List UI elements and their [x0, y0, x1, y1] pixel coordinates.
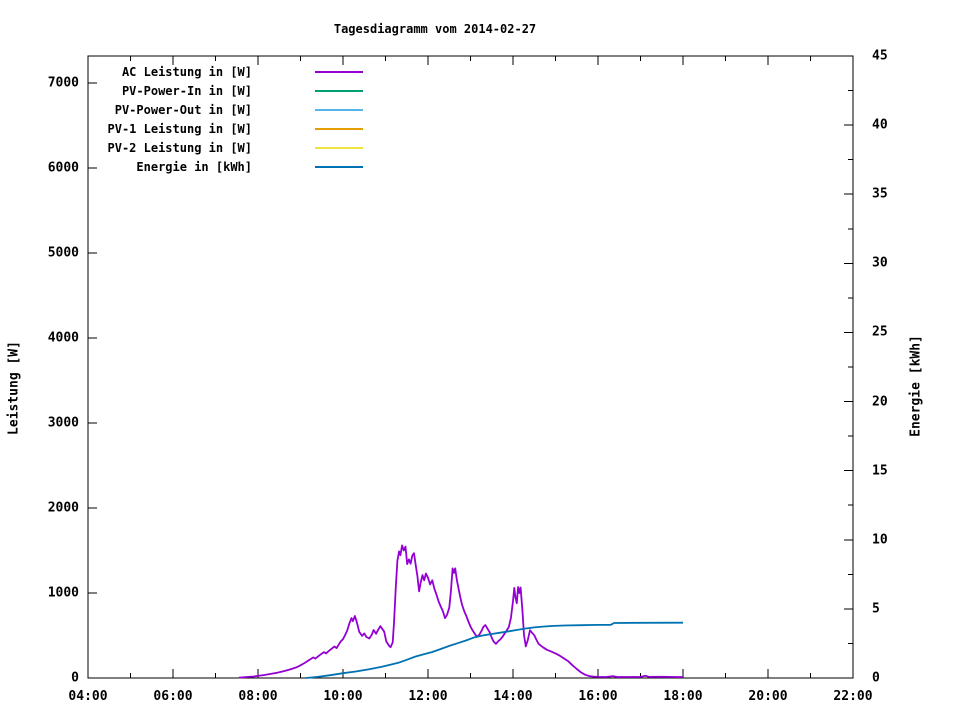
series-line — [305, 621, 684, 679]
legend-item-ac-leistung: AC Leistung in [W] — [85, 62, 363, 81]
legend-item-pv-1-leistung: PV-1 Leistung in [W] — [85, 119, 363, 138]
legend-color-line — [315, 89, 363, 92]
legend-label: AC Leistung in [W] — [121, 64, 252, 79]
legend-label: Energie in [kWh] — [136, 159, 252, 174]
legend-color-line — [315, 165, 363, 168]
series-line — [238, 544, 683, 679]
legend-color-line — [315, 108, 363, 111]
y-right-axis-title: Energie [kWh] — [908, 335, 924, 437]
legend-item-energie: Energie in [kWh] — [85, 157, 363, 176]
legend-color-line — [315, 70, 363, 73]
chart-title: Tagesdiagramm vom 2014-02-27 — [333, 22, 537, 36]
legend: AC Leistung in [W] PV-Power-In in [W] PV… — [85, 62, 363, 176]
y-left-axis-title: Leistung [W] — [6, 341, 22, 435]
legend-color-line — [315, 127, 363, 130]
legend-label: PV-Power-In in [W] — [121, 83, 252, 98]
legend-label: PV-2 Leistung in [W] — [107, 140, 253, 155]
legend-label: PV-1 Leistung in [W] — [107, 121, 253, 136]
legend-item-pv-power-out: PV-Power-Out in [W] — [85, 100, 363, 119]
legend-item-pv-2-leistung: PV-2 Leistung in [W] — [85, 138, 363, 157]
legend-item-pv-power-in: PV-Power-In in [W] — [85, 81, 363, 100]
legend-label: PV-Power-Out in [W] — [114, 102, 252, 117]
legend-color-line — [315, 146, 363, 149]
